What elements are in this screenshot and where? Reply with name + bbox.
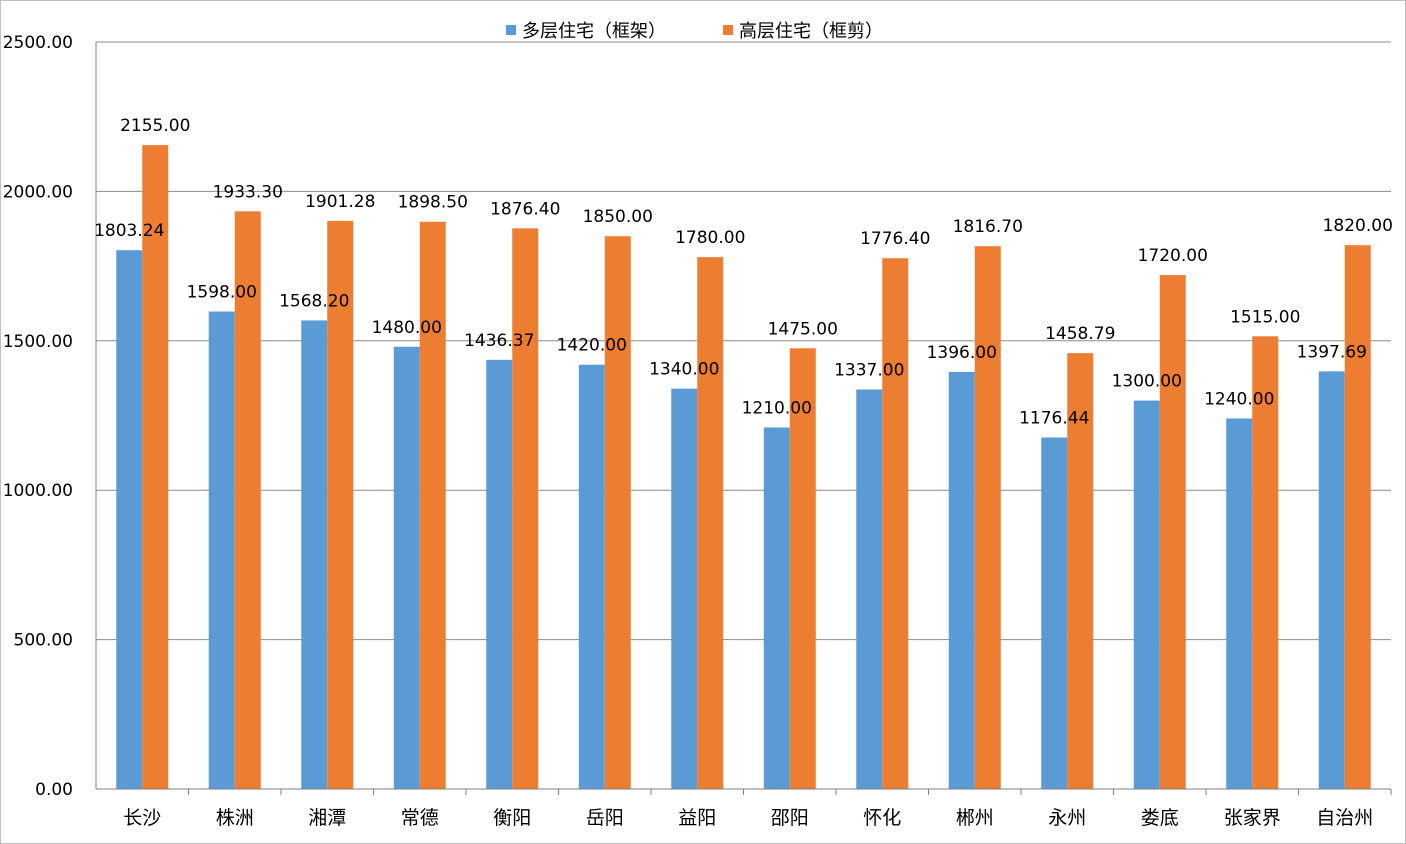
data-label: 1850.00 [583,207,653,227]
bar-high-rise[interactable] [789,348,816,789]
category-label: 邵阳 [771,807,809,829]
bar-high-rise[interactable] [512,228,539,790]
data-label: 1210.00 [742,398,812,418]
data-label: 1515.00 [1230,307,1300,327]
data-label: 1300.00 [1112,372,1182,392]
data-label: 1901.28 [305,192,375,212]
data-label: 1340.00 [649,360,719,380]
axes [95,42,1392,795]
bar-multi-storey[interactable] [1318,371,1345,789]
bar-multi-storey[interactable] [856,389,883,789]
bar-high-rise[interactable] [327,220,354,790]
data-label: 1803.24 [94,221,164,241]
legend-label[interactable]: 多层住宅（框架） [522,21,666,42]
bar-high-rise[interactable] [1067,353,1094,789]
data-label: 1337.00 [834,361,904,381]
bar-high-rise[interactable] [142,145,169,789]
category-label: 湘潭 [308,807,346,829]
data-label: 1776.40 [860,229,930,249]
bar-multi-storey[interactable] [393,346,420,789]
y-tick-label: 2000.00 [3,182,73,202]
category-label: 株洲 [216,807,254,829]
legend-swatch [723,25,733,35]
data-label: 1820.00 [1323,216,1393,236]
data-label: 1396.00 [927,343,997,363]
bar-multi-storey[interactable] [948,371,975,789]
bar-multi-storey[interactable] [208,311,235,789]
bar-multi-storey[interactable] [116,250,143,789]
data-label: 1436.37 [464,331,534,351]
data-label: 1898.50 [398,193,468,213]
data-label: 1475.00 [768,319,838,339]
bar-multi-storey[interactable] [1226,418,1253,789]
category-label: 怀化 [863,807,901,829]
category-label: 益阳 [678,807,716,829]
bar-multi-storey[interactable] [578,364,605,789]
data-label: 1598.00 [187,283,257,303]
bar-multi-storey[interactable] [763,427,790,789]
category-label: 自治州 [1316,807,1373,829]
legend-label[interactable]: 高层住宅（框剪） [739,21,883,42]
bar-high-rise[interactable] [604,236,631,790]
legend-swatch [506,25,516,35]
bar-multi-storey[interactable] [1133,400,1160,789]
category-label: 郴州 [956,807,994,829]
y-tick-label: 1000.00 [3,481,73,501]
data-label: 1816.70 [953,217,1023,237]
legend[interactable]: 多层住宅（框架） 高层住宅（框剪） [506,21,883,42]
x-axis-categories: 长沙 株洲 湘潭 常德 衡阳 岳阳 益阳 邵阳 怀化 郴州 永州 娄底 张家界 自治州 [123,807,1373,829]
bar-multi-storey[interactable] [1041,437,1068,789]
category-label: 娄底 [1141,807,1179,829]
data-label: 1176.44 [1019,408,1089,428]
bar-high-rise[interactable] [697,257,724,789]
bar-multi-storey[interactable] [671,388,698,789]
category-label: 永州 [1048,807,1086,829]
data-label: 1480.00 [372,318,442,338]
y-tick-label: 2500.00 [3,33,73,53]
y-tick-label: 0.00 [35,780,73,800]
data-label: 1568.20 [279,291,349,311]
category-label: 长沙 [123,807,161,829]
bar-high-rise[interactable] [419,221,446,789]
data-label: 1458.79 [1045,324,1115,344]
bar-high-rise[interactable] [1159,275,1186,790]
bar-high-rise[interactable] [234,211,261,789]
y-tick-label: 500.00 [14,631,73,651]
bar-high-rise[interactable] [1252,336,1279,789]
y-axis-ticks: 0.00 500.00 1000.00 1500.00 2000.00 2500.00 [3,33,73,800]
data-label: 2155.00 [120,116,190,136]
data-label: 1720.00 [1138,246,1208,266]
category-label: 常德 [401,807,439,829]
bar-high-rise[interactable] [882,258,909,789]
y-tick-label: 1500.00 [3,332,73,352]
category-label: 岳阳 [586,807,624,829]
bar-multi-storey[interactable] [486,359,513,789]
gridlines [96,41,1391,641]
bar-high-rise[interactable] [974,246,1001,789]
data-label: 1240.00 [1204,389,1274,409]
data-label: 1876.40 [490,199,560,219]
category-label: 张家界 [1224,807,1281,829]
bars [116,145,1371,790]
bar-multi-storey[interactable] [301,320,328,789]
data-labels: 1803.24 2155.00 1598.00 1933.30 1568.20 1901.… [94,116,1393,428]
category-label: 衡阳 [493,807,531,829]
data-label: 1933.30 [213,182,283,202]
data-label: 1780.00 [675,228,745,248]
data-label: 1397.69 [1297,342,1367,362]
bar-high-rise[interactable] [1344,245,1371,789]
data-label: 1420.00 [557,336,627,356]
